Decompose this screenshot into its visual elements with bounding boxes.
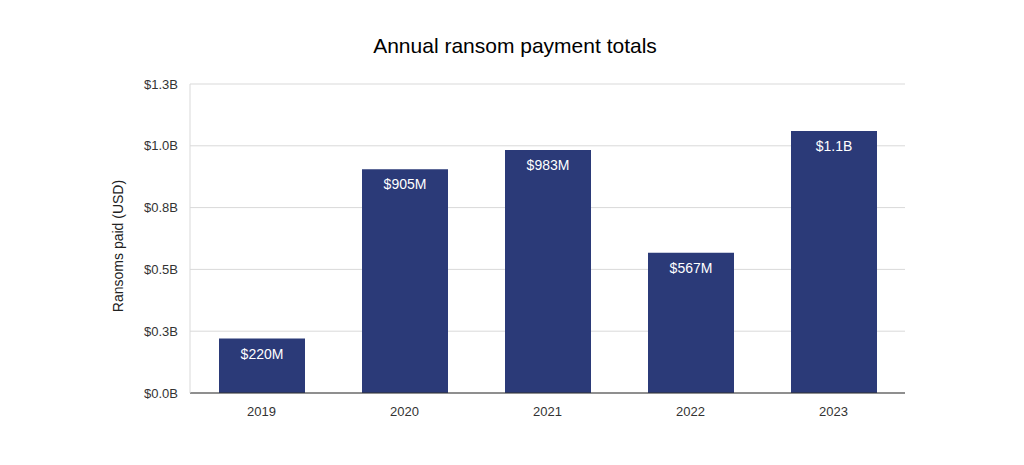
svg-text:$0.3B: $0.3B [144, 324, 178, 339]
html-text:Annual ransom payment totals: Annual ransom payment totals [373, 34, 657, 57]
svg-text:2021: 2021 [533, 404, 562, 419]
svg-text:$1.0B: $1.0B [144, 138, 178, 153]
svg-text:$0.5B: $0.5B [144, 262, 178, 277]
svg-text:2023: 2023 [819, 404, 848, 419]
html-text:Ransoms paid (USD): Ransoms paid (USD) [110, 179, 126, 313]
svg-text:2019: 2019 [247, 404, 276, 419]
svg-text:$1.3B: $1.3B [144, 77, 178, 92]
svg-text:2022: 2022 [676, 404, 705, 419]
svg-text:$220M: $220M [241, 346, 284, 362]
svg-text:$1.1B: $1.1B [816, 138, 853, 154]
svg-text:2020: 2020 [390, 404, 419, 419]
svg-text:$0.0B: $0.0B [144, 386, 178, 401]
svg-text:$983M: $983M [527, 157, 570, 173]
svg-text:$0.8B: $0.8B [144, 200, 178, 215]
svg-text:$567M: $567M [670, 260, 713, 276]
svg-text:$905M: $905M [384, 176, 427, 192]
